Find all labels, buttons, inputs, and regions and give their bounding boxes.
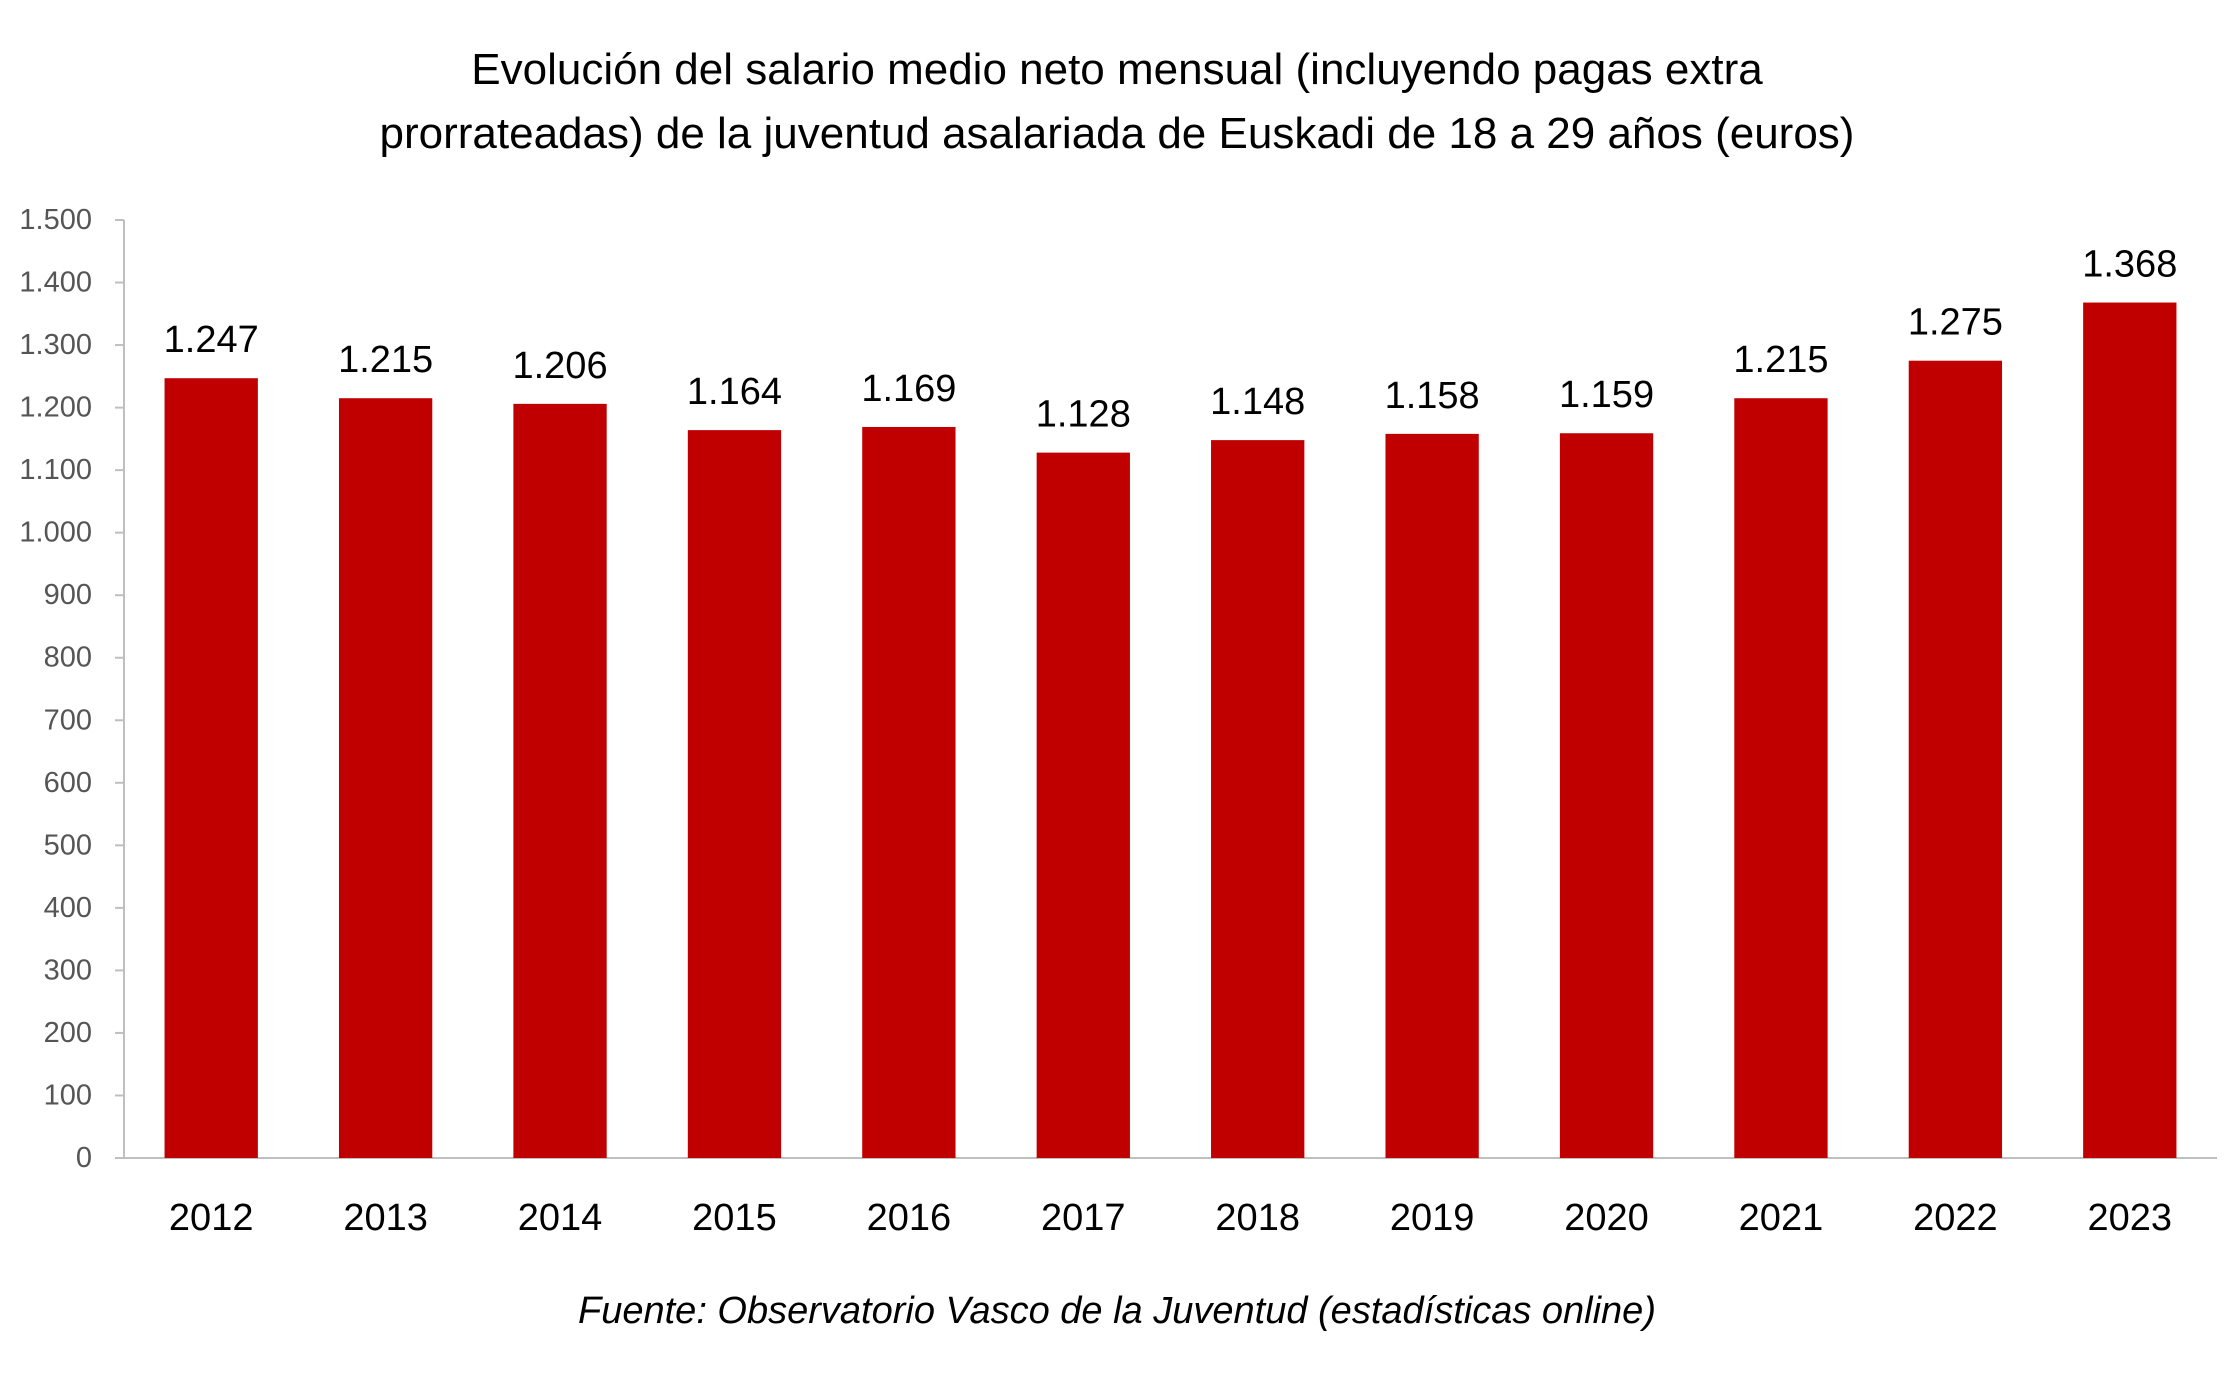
y-tick-label: 1.100 (19, 454, 92, 486)
chart-title-line-2: prorrateadas) de la juventud asalariada … (379, 109, 1855, 158)
bar-2019 (1385, 433, 1479, 1158)
x-tick-label-2022: 2022 (1913, 1197, 1998, 1239)
data-label-2018: 1.148 (1210, 381, 1305, 423)
y-tick-label: 500 (44, 829, 92, 861)
data-label-2013: 1.215 (338, 339, 433, 381)
y-tick-label: 1.400 (19, 267, 92, 299)
data-label-2014: 1.206 (512, 345, 607, 387)
data-label-2012: 1.247 (164, 319, 259, 361)
x-tick-label-2023: 2023 (2088, 1197, 2173, 1239)
y-tick-label: 600 (44, 767, 92, 799)
x-tick-label-2016: 2016 (867, 1197, 952, 1239)
data-label-2020: 1.159 (1559, 374, 1654, 416)
chart-title: Evolución del salario medio neto mensual… (0, 38, 2234, 166)
bar-2016 (862, 426, 956, 1158)
y-tick-label: 1.500 (19, 204, 92, 236)
bar-2014 (513, 403, 607, 1158)
bar-2018 (1211, 440, 1305, 1159)
x-tick-label-2017: 2017 (1041, 1197, 1126, 1239)
x-axis: 2012 2013 2014 2015 2016 2017 2018 2019 2020 2021… (124, 1157, 2217, 1239)
y-tick-label: 1.300 (19, 329, 92, 361)
x-tick-label-2015: 2015 (692, 1197, 777, 1239)
x-tick-label-2012: 2012 (169, 1197, 254, 1239)
y-tick-label: 800 (44, 642, 92, 674)
bar-series (164, 302, 2177, 1159)
data-label-2016: 1.169 (861, 368, 956, 410)
bar-2023 (2083, 302, 2177, 1158)
data-label-2017: 1.128 (1036, 394, 1131, 436)
data-label-2022: 1.275 (1908, 302, 2003, 344)
x-tick-label-2018: 2018 (1215, 1197, 1300, 1239)
bar-2020 (1559, 433, 1654, 1159)
bar-2021 (1734, 398, 1828, 1159)
y-tick-label: 100 (44, 1079, 92, 1111)
x-tick-label-2021: 2021 (1739, 1197, 1824, 1239)
data-label-2021: 1.215 (1733, 339, 1828, 381)
data-label-2019: 1.158 (1385, 375, 1480, 417)
x-tick-label-2019: 2019 (1390, 1197, 1475, 1239)
y-tick-label: 400 (44, 892, 92, 924)
bar-2015 (687, 430, 782, 1158)
y-tick-label: 700 (44, 704, 92, 736)
chart-title-line-1: Evolución del salario medio neto mensual… (471, 45, 1763, 94)
y-axis: 0 100 200 300 400 500 600 700 800 900 1.000 1.100 1.… (19, 204, 125, 1174)
y-tick-label: 900 (44, 579, 92, 611)
y-tick-label: 1.000 (19, 517, 92, 549)
y-tick-label: 200 (44, 1017, 92, 1049)
bar-2012 (164, 378, 258, 1158)
data-label-2023: 1.368 (2082, 244, 2177, 286)
y-tick-label: 1.200 (19, 392, 92, 424)
data-label-2015: 1.164 (687, 371, 782, 413)
data-labels: 1.247 1.215 1.206 1.164 1.169 1.128 1.148 1.158… (164, 244, 2178, 436)
x-tick-label-2020: 2020 (1564, 1197, 1649, 1239)
y-tick-label: 0 (76, 1142, 92, 1174)
bar-2017 (1036, 452, 1130, 1158)
bar-2022 (1908, 360, 2003, 1158)
x-tick-label-2014: 2014 (518, 1197, 603, 1239)
x-tick-label-2013: 2013 (343, 1197, 428, 1239)
bar-2013 (338, 398, 433, 1159)
chart-source: Fuente: Observatorio Vasco de la Juventu… (578, 1290, 1656, 1332)
y-tick-label: 300 (44, 954, 92, 986)
